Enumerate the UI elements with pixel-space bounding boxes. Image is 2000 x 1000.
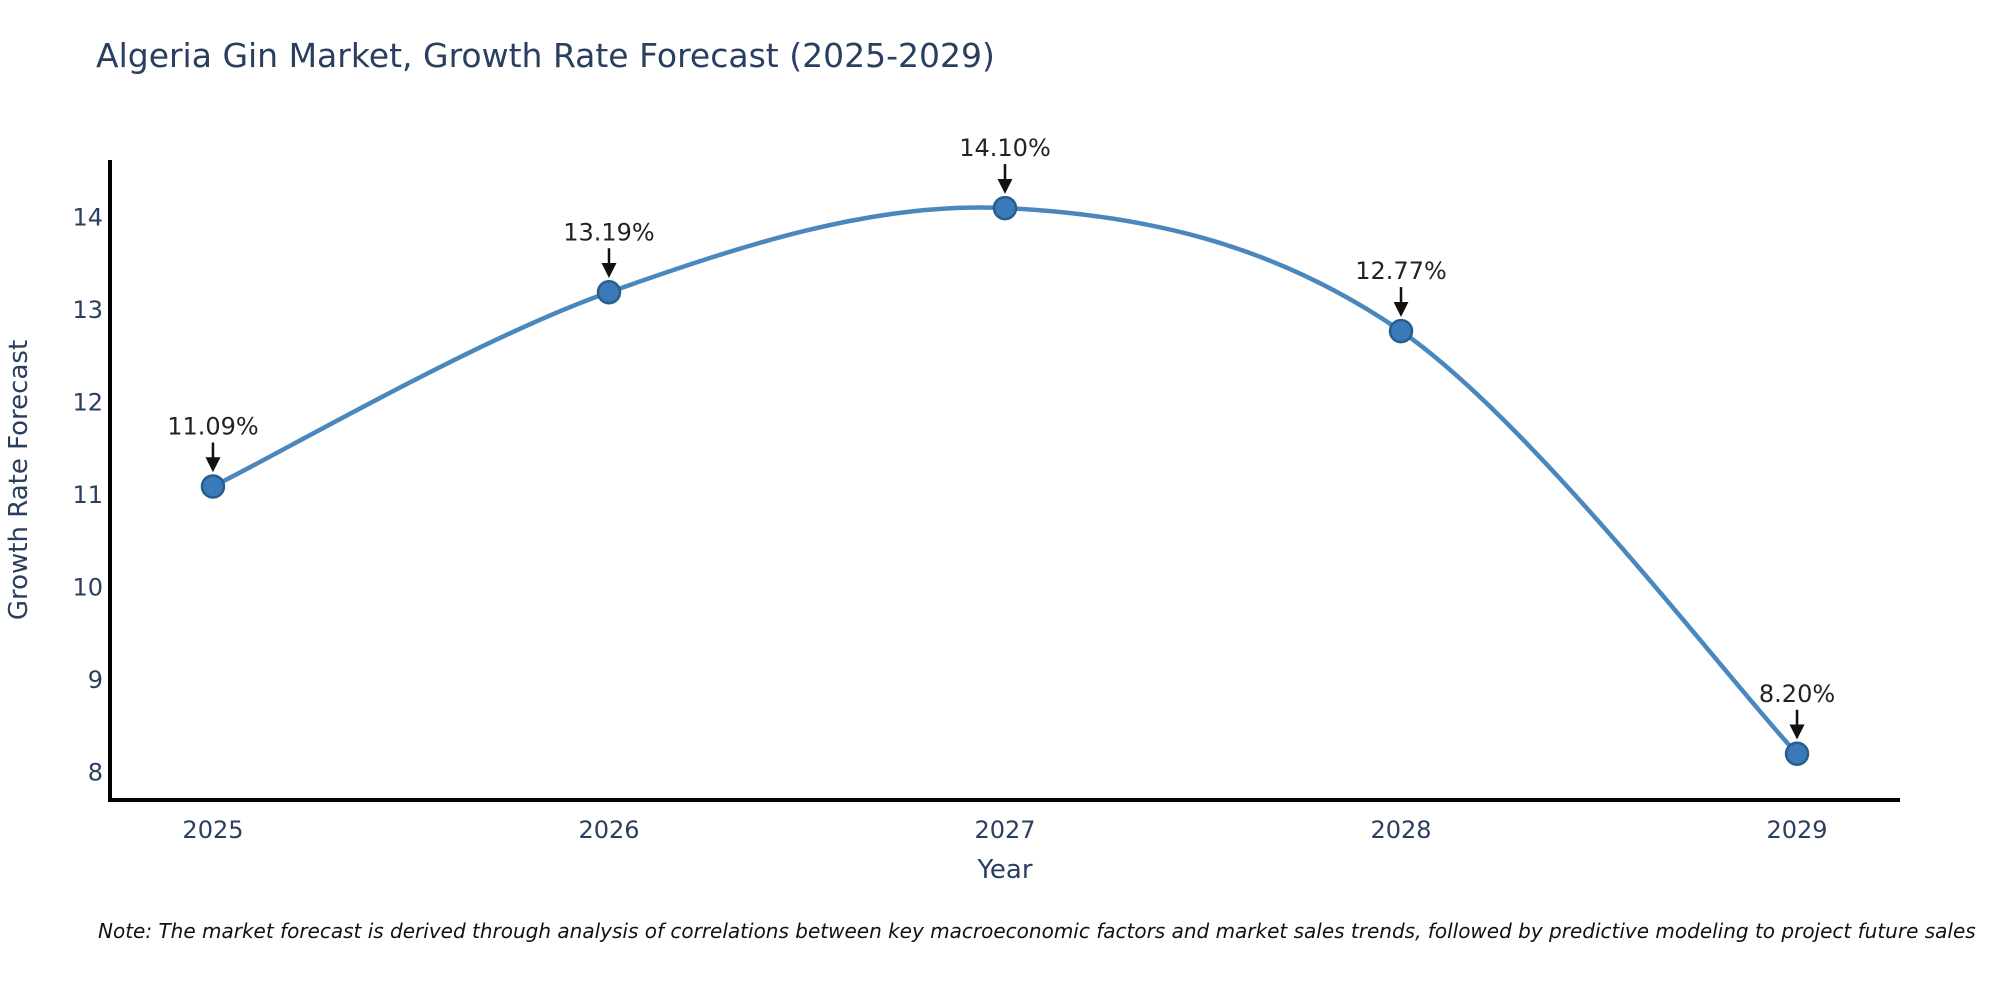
x-tick-label: 2029	[1766, 816, 1827, 844]
footnote: Note: The market forecast is derived thr…	[98, 919, 1976, 943]
data-point-marker	[1388, 318, 1414, 344]
y-tick-label: 14	[72, 203, 103, 231]
x-tick-label: 2028	[1370, 816, 1431, 844]
series-line-group	[210, 205, 1800, 757]
x-axis-tick-labels: 2025 2026 2027 2028 2029	[182, 816, 1827, 844]
y-tick-label: 13	[72, 296, 103, 324]
data-point-marker	[200, 474, 226, 499]
data-point-marker	[596, 280, 622, 305]
annotation-label: 8.20%	[1759, 680, 1835, 708]
point-annotations: 11.09% 13.19% 14.10% 12.77% 8.20%	[167, 134, 1835, 740]
series-line	[210, 205, 1800, 757]
annotation-label: 14.10%	[959, 134, 1051, 162]
y-tick-label: 12	[72, 388, 103, 416]
data-point-marker	[992, 195, 1018, 221]
y-tick-label: 9	[88, 666, 103, 694]
x-tick-label: 2025	[182, 816, 243, 844]
annotation-label: 11.09%	[167, 412, 259, 440]
chart-title: Algeria Gin Market, Growth Rate Forecast…	[96, 36, 995, 75]
axis-spines	[108, 160, 1900, 802]
data-point-marker	[1784, 741, 1810, 767]
y-tick-label: 10	[72, 573, 103, 601]
annotation-label: 13.19%	[563, 218, 655, 246]
x-tick-label: 2026	[578, 816, 639, 844]
y-tick-label: 11	[72, 481, 103, 509]
data-point-markers	[200, 195, 1810, 767]
annotation-label: 12.77%	[1355, 257, 1447, 285]
x-tick-label: 2027	[974, 816, 1035, 844]
y-tick-label: 8	[88, 758, 103, 786]
y-axis-tick-labels: 8 9 10 11 12 13 14	[72, 203, 103, 786]
x-axis-title: Year	[976, 855, 1032, 885]
y-axis-title: Growth Rate Forecast	[4, 340, 34, 620]
